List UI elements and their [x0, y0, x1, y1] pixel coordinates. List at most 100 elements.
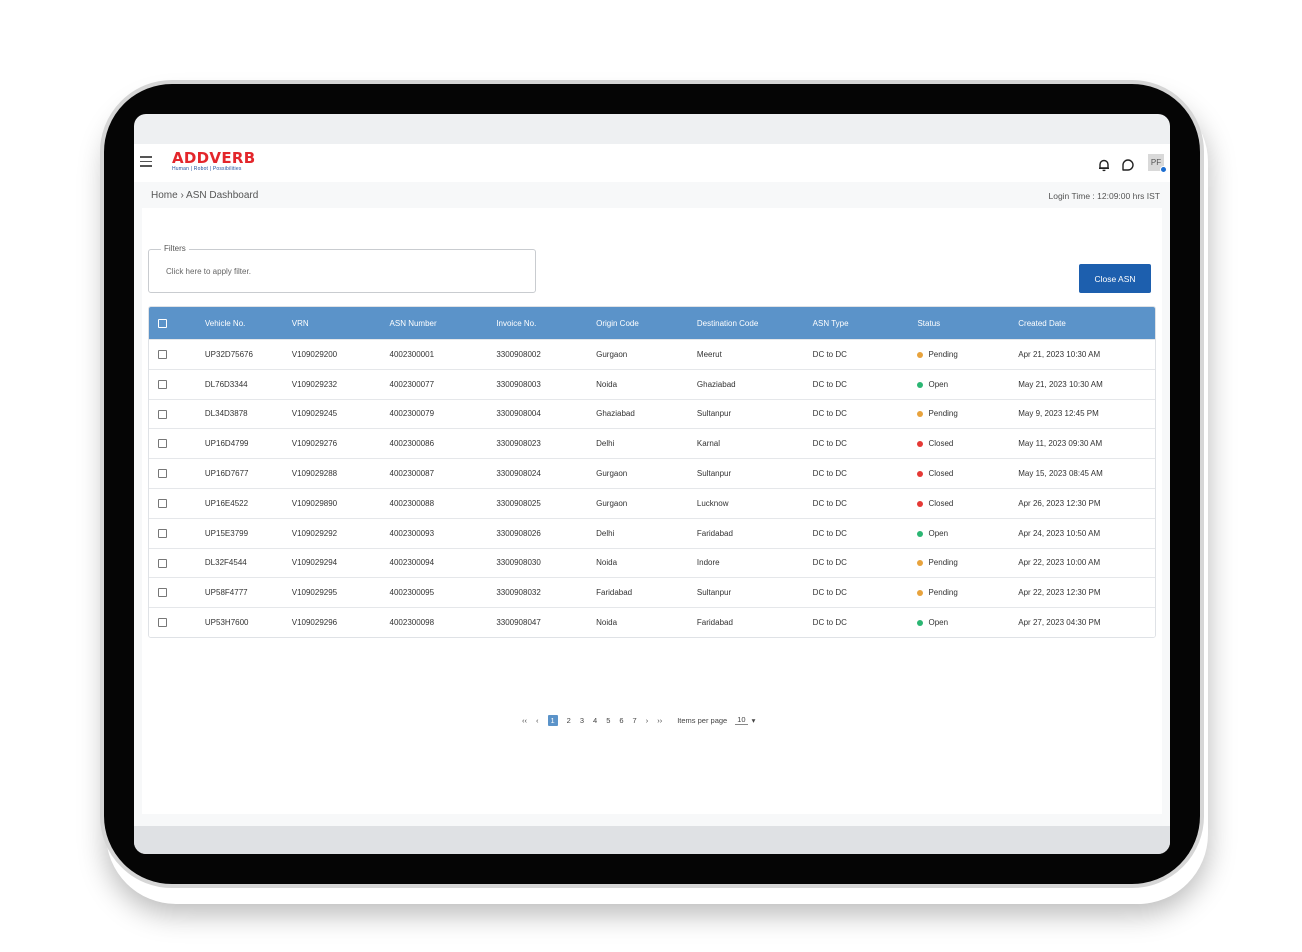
chat-icon[interactable] [1121, 158, 1135, 172]
table-row[interactable]: UP53H7600 V109029296 4002300098 33009080… [149, 607, 1155, 637]
status-text: Closed [928, 439, 954, 449]
main-content: Filters Click here to apply filter. Clos… [142, 208, 1162, 814]
page-button-1[interactable]: 1 [547, 714, 558, 726]
column-header[interactable]: Origin Code [596, 318, 639, 328]
vrn: V109029276 [291, 439, 338, 449]
status-cell: Open [917, 529, 1018, 538]
created-date: Apr 22, 2023 12:30 PM [1018, 588, 1101, 598]
page-button-2[interactable]: 2 [566, 715, 571, 725]
chevron-down-icon[interactable]: ▾ [751, 715, 756, 725]
status-dot [917, 500, 924, 507]
row-checkbox[interactable] [158, 350, 167, 360]
row-checkbox[interactable] [158, 409, 167, 419]
vehicle-no: UP53H7600 [204, 618, 249, 628]
created-date: Apr 27, 2023 04:30 PM [1018, 618, 1101, 628]
asn-type: DC to DC [812, 528, 847, 538]
status-cell: Closed [917, 499, 1018, 508]
table-row[interactable]: DL76D3344 V109029232 4002300077 33009080… [149, 368, 1155, 399]
destination-code: Faridabad [696, 618, 733, 628]
table-row[interactable]: UP16E4522 V109029890 4002300088 33009080… [149, 487, 1155, 518]
column-header[interactable]: Invoice No. [496, 318, 537, 328]
row-checkbox[interactable] [158, 528, 167, 538]
breadcrumb: Home › ASN Dashboard [151, 190, 258, 201]
column-header[interactable]: VRN [291, 318, 309, 328]
prev-page-button[interactable]: ‹ [536, 715, 539, 725]
page-button-6[interactable]: 6 [619, 715, 624, 725]
next-page-button[interactable]: › [645, 715, 649, 725]
status-text: Open [928, 379, 949, 389]
filters-box[interactable]: Filters Click here to apply filter. [148, 244, 536, 293]
destination-code: Karnal [696, 439, 721, 449]
table-row[interactable]: DL32F4544 V109029294 4002300094 33009080… [149, 547, 1155, 578]
vehicle-no: DL32F4544 [204, 558, 247, 568]
column-header[interactable]: Created Date [1018, 318, 1066, 328]
breadcrumb-home[interactable]: Home [151, 190, 178, 201]
filters-hint: Click here to apply filter. [166, 267, 251, 276]
status-cell: Pending [917, 558, 1018, 567]
asn-type: DC to DC [812, 588, 847, 598]
page-button-7[interactable]: 7 [632, 715, 637, 725]
destination-code: Meerut [696, 349, 722, 359]
vrn: V109029295 [291, 588, 338, 598]
destination-code: Indore [696, 558, 720, 568]
origin-code: Ghaziabad [596, 409, 635, 419]
page-button-5[interactable]: 5 [606, 715, 611, 725]
page-button-3[interactable]: 3 [579, 715, 585, 725]
last-page-button[interactable]: ›› [657, 715, 663, 725]
column-header[interactable]: Status [917, 318, 941, 328]
created-date: Apr 22, 2023 10:00 AM [1018, 558, 1101, 568]
table-row[interactable]: DL34D3878 V109029245 4002300079 33009080… [149, 398, 1155, 429]
row-checkbox[interactable] [158, 618, 167, 628]
vehicle-no: UP16D4799 [204, 439, 249, 449]
origin-code: Noida [596, 379, 618, 389]
asn-type: DC to DC [812, 558, 847, 568]
row-checkbox[interactable] [158, 499, 167, 509]
asn-type: DC to DC [812, 498, 847, 508]
menu-icon[interactable] [140, 156, 152, 167]
logo-text: ADDVERB [172, 149, 256, 167]
table-row[interactable]: UP58F4777 V109029295 4002300095 33009080… [149, 577, 1155, 608]
asn-number: 4002300001 [389, 349, 435, 359]
column-header[interactable]: ASN Type [812, 318, 849, 328]
asn-type: DC to DC [812, 409, 847, 419]
asn-type: DC to DC [812, 618, 847, 628]
row-checkbox[interactable] [158, 379, 167, 389]
status-dot [917, 411, 924, 418]
destination-code: Lucknow [696, 498, 729, 508]
select-all-checkbox[interactable] [158, 318, 167, 328]
row-checkbox[interactable] [158, 588, 167, 598]
column-header[interactable]: Destination Code [696, 318, 759, 328]
origin-code: Gurgaon [596, 349, 628, 359]
status-text: Pending [928, 349, 958, 359]
asn-number: 4002300093 [389, 528, 435, 538]
vrn: V109029890 [291, 498, 338, 508]
bell-icon[interactable] [1097, 158, 1111, 172]
row-checkbox[interactable] [158, 558, 167, 568]
table-row[interactable]: UP16D7677 V109029288 4002300087 33009080… [149, 458, 1155, 488]
login-time: Login Time : 12:09:00 hrs IST [1048, 191, 1160, 201]
vehicle-no: UP16E4522 [204, 498, 249, 508]
page-button-4[interactable]: 4 [593, 715, 598, 725]
table-row[interactable]: UP15E3799 V109029292 4002300093 33009080… [149, 517, 1155, 548]
items-per-page-select[interactable]: 10 [735, 715, 748, 725]
close-asn-button[interactable]: Close ASN [1079, 264, 1151, 293]
asn-number: 4002300077 [389, 379, 435, 389]
asn-type: DC to DC [812, 439, 847, 449]
table-header: Vehicle No. VRN ASN Number Invoice No. O… [149, 307, 1155, 339]
asn-table: Vehicle No. VRN ASN Number Invoice No. O… [148, 306, 1156, 638]
status-dot [917, 351, 924, 358]
table-row[interactable]: UP32D75676 V109029200 4002300001 3300908… [149, 339, 1155, 369]
table-row[interactable]: UP16D4799 V109029276 4002300086 33009080… [149, 428, 1155, 459]
column-header[interactable]: ASN Number [389, 318, 437, 328]
invoice-no: 3300908030 [496, 558, 541, 568]
avatar[interactable]: PF [1148, 154, 1167, 173]
first-page-button[interactable]: ‹‹ [522, 715, 527, 725]
pagination: ‹‹ ‹ 1 2 3 4 5 6 7 › ›› Items per page 1… [522, 714, 755, 726]
avatar-initials: PF [1150, 158, 1162, 167]
row-checkbox[interactable] [158, 439, 167, 449]
status-dot [917, 470, 924, 477]
column-header[interactable]: Vehicle No. [204, 318, 246, 328]
vrn: V109029296 [291, 618, 338, 628]
row-checkbox[interactable] [158, 469, 167, 479]
invoice-no: 3300908003 [496, 379, 541, 389]
